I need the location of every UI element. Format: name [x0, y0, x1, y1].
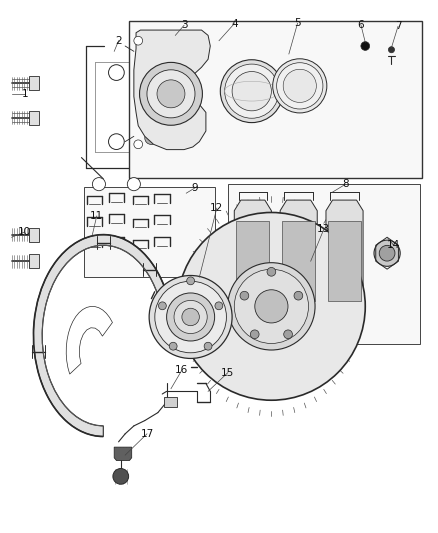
Bar [29, 254, 39, 268]
Text: 6: 6 [357, 20, 364, 30]
Circle shape [176, 74, 187, 85]
Circle shape [284, 330, 293, 338]
Circle shape [294, 292, 303, 300]
Text: 5: 5 [294, 18, 301, 28]
Circle shape [232, 71, 272, 111]
Circle shape [92, 177, 106, 191]
Bar [164, 397, 177, 407]
Bar [149, 132, 184, 144]
Text: 8: 8 [343, 179, 349, 189]
Polygon shape [280, 200, 317, 312]
Circle shape [389, 47, 395, 53]
Bar [237, 221, 269, 301]
Circle shape [176, 132, 187, 143]
Circle shape [177, 213, 365, 400]
Circle shape [155, 281, 226, 353]
Text: 12: 12 [210, 203, 223, 213]
Bar [328, 221, 361, 301]
Circle shape [215, 302, 223, 310]
Polygon shape [234, 200, 272, 312]
Circle shape [134, 36, 143, 45]
Text: 1: 1 [21, 89, 28, 99]
Bar [145, 26, 188, 143]
Circle shape [225, 64, 279, 118]
Circle shape [374, 240, 400, 266]
Text: 16: 16 [175, 365, 188, 375]
Polygon shape [66, 306, 113, 374]
Text: 3: 3 [181, 20, 187, 30]
Circle shape [149, 276, 232, 359]
Circle shape [234, 269, 308, 343]
Circle shape [277, 63, 323, 109]
Circle shape [166, 293, 215, 341]
Text: 15: 15 [221, 368, 234, 378]
Bar [228, 184, 420, 344]
Text: 2: 2 [115, 36, 122, 46]
Circle shape [187, 277, 194, 285]
Circle shape [267, 268, 276, 276]
Circle shape [204, 342, 212, 350]
Circle shape [361, 42, 370, 51]
Circle shape [379, 245, 395, 261]
Polygon shape [326, 200, 363, 312]
Bar [29, 76, 39, 90]
Text: 17: 17 [140, 429, 154, 439]
Circle shape [157, 80, 185, 108]
Circle shape [127, 177, 141, 191]
Text: 14: 14 [387, 240, 400, 251]
Bar [29, 111, 39, 125]
Circle shape [169, 342, 177, 350]
Circle shape [174, 301, 207, 334]
Polygon shape [134, 30, 210, 150]
Polygon shape [114, 447, 132, 461]
Circle shape [140, 62, 202, 125]
Bar [149, 73, 184, 86]
Circle shape [240, 292, 249, 300]
Circle shape [273, 59, 327, 113]
Text: 7: 7 [395, 21, 401, 31]
Circle shape [182, 308, 199, 326]
Circle shape [145, 73, 158, 86]
Polygon shape [33, 235, 171, 437]
Circle shape [134, 140, 143, 149]
Text: 9: 9 [192, 183, 198, 193]
Bar [84, 187, 215, 277]
Circle shape [159, 302, 166, 310]
Bar [283, 221, 315, 301]
Bar [29, 228, 39, 241]
Circle shape [145, 131, 158, 144]
Circle shape [255, 290, 288, 323]
Circle shape [283, 69, 316, 102]
Text: 13: 13 [317, 224, 330, 235]
Circle shape [147, 70, 195, 118]
Circle shape [109, 134, 124, 149]
Bar [130, 21, 422, 178]
Circle shape [113, 469, 129, 484]
Circle shape [228, 263, 315, 350]
Circle shape [251, 330, 259, 338]
Circle shape [109, 64, 124, 80]
Text: 4: 4 [231, 19, 237, 29]
Text: 10: 10 [18, 227, 31, 237]
Circle shape [220, 60, 283, 123]
Text: 11: 11 [90, 211, 103, 221]
